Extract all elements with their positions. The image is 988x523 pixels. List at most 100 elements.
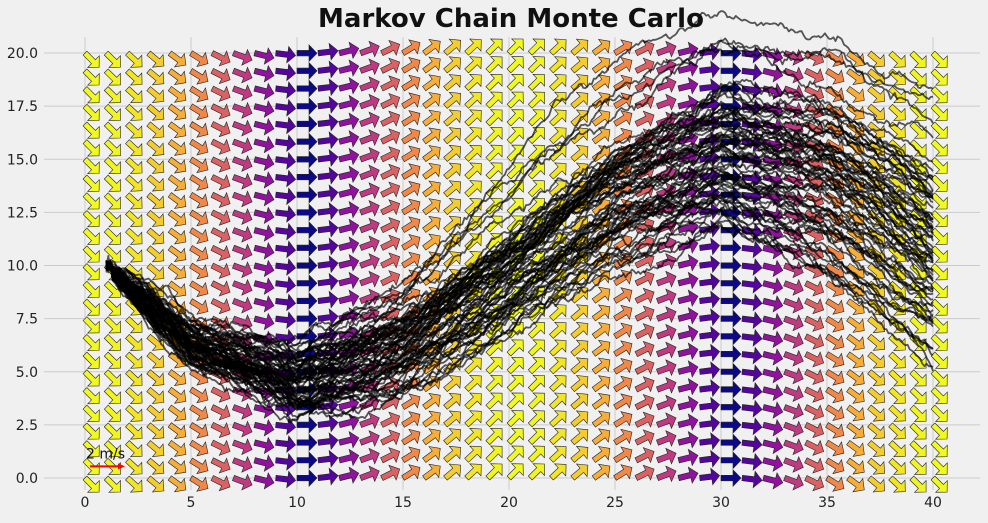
vector-arrow (189, 262, 209, 280)
vector-arrow (296, 61, 318, 80)
arrow-key: 2 m/s (86, 446, 125, 470)
vector-arrow (167, 209, 187, 227)
vector-arrow (210, 457, 231, 474)
vector-arrow (232, 172, 253, 190)
vector-arrow (296, 256, 318, 275)
vector-arrow (82, 192, 100, 210)
y-tick-label: 20.0 (7, 46, 38, 62)
vector-arrow (232, 402, 253, 420)
vector-arrow (275, 134, 297, 153)
vector-arrow (275, 45, 297, 64)
vector-arrow (82, 263, 100, 281)
vector-arrow (296, 221, 318, 240)
x-tick-label: 20 (500, 495, 518, 511)
vector-arrow (317, 131, 339, 150)
vector-arrow (146, 50, 165, 68)
vector-arrow (338, 200, 360, 219)
vector-arrow (167, 439, 187, 457)
vector-arrow (253, 454, 275, 472)
vector-arrow (82, 245, 100, 263)
vector-arrow (210, 103, 231, 120)
vector-arrow (296, 203, 318, 222)
vector-arrow (210, 85, 231, 102)
vector-arrow (317, 113, 339, 132)
vector-arrow (232, 84, 253, 102)
vector-arrow (210, 280, 231, 297)
vector-arrow (232, 137, 253, 155)
vector-arrow (82, 121, 100, 139)
vector-arrow (232, 48, 253, 66)
vector-arrow (317, 95, 339, 114)
vector-arrow (82, 227, 100, 245)
y-tick-label: 7.5 (16, 312, 38, 328)
vector-arrow (253, 419, 275, 437)
vector-arrow (338, 236, 360, 254)
vector-arrow (253, 277, 275, 295)
vector-arrow (317, 78, 339, 97)
vector-arrow (82, 139, 100, 157)
vector-arrow (210, 227, 231, 244)
vector-arrow (125, 422, 143, 440)
vector-arrow (317, 290, 339, 309)
vector-arrow (232, 66, 253, 84)
vector-arrow (125, 333, 143, 351)
vector-arrow (125, 192, 143, 210)
vector-arrow (103, 245, 121, 263)
vector-arrow (296, 44, 318, 63)
vector-arrow (125, 245, 143, 263)
vector-arrow (103, 174, 121, 192)
vector-arrow (167, 139, 187, 156)
vector-arrow (146, 121, 165, 139)
vector-arrow (317, 432, 339, 451)
vector-arrow (210, 475, 231, 492)
vector-arrow (167, 369, 187, 387)
vector-arrow (317, 60, 339, 79)
vector-arrow (125, 174, 143, 192)
vector-arrow (338, 466, 360, 484)
vector-arrow (146, 333, 165, 351)
vector-arrow (146, 440, 165, 457)
x-tick-label: 35 (818, 495, 836, 511)
y-tick-label: 2.5 (16, 418, 38, 434)
vector-arrow (338, 130, 360, 148)
vector-arrow (275, 258, 297, 276)
vector-arrow (146, 209, 165, 227)
vector-arrow (82, 298, 100, 316)
vector-arrow (125, 139, 143, 157)
vector-arrow (296, 97, 318, 116)
vector-arrow (189, 280, 209, 298)
vector-arrow (82, 280, 100, 298)
vector-arrow (189, 404, 209, 421)
vector-arrow (125, 50, 143, 68)
vector-arrow (253, 153, 275, 171)
vector-arrow (253, 118, 275, 136)
vector-arrow (317, 219, 339, 238)
vector-arrow (103, 333, 121, 352)
vector-arrow (82, 333, 100, 352)
vector-arrow (253, 47, 275, 65)
vector-arrow (146, 245, 165, 263)
vector-arrow (146, 103, 165, 121)
vector-arrow (296, 185, 318, 204)
vector-arrow (296, 291, 318, 310)
vector-arrow (103, 369, 121, 387)
vector-arrow (317, 414, 339, 433)
vector-arrow (296, 238, 318, 257)
vector-arrow (82, 103, 100, 121)
vector-arrow (146, 68, 165, 86)
vector-arrow (338, 147, 360, 166)
vector-arrow (253, 472, 275, 490)
vector-arrow (232, 456, 253, 473)
vector-arrow (125, 210, 143, 228)
vector-arrow (125, 457, 143, 475)
vector-arrow (232, 438, 253, 456)
vector-arrow (189, 138, 209, 156)
y-tick-label: 5.0 (16, 365, 38, 381)
vector-arrow (338, 183, 360, 201)
vector-arrow (146, 422, 165, 440)
vector-arrow (82, 156, 100, 175)
vector-arrow (210, 421, 231, 439)
vector-arrow (253, 64, 275, 83)
vector-arrow (103, 475, 121, 493)
vector-arrow (253, 259, 275, 278)
